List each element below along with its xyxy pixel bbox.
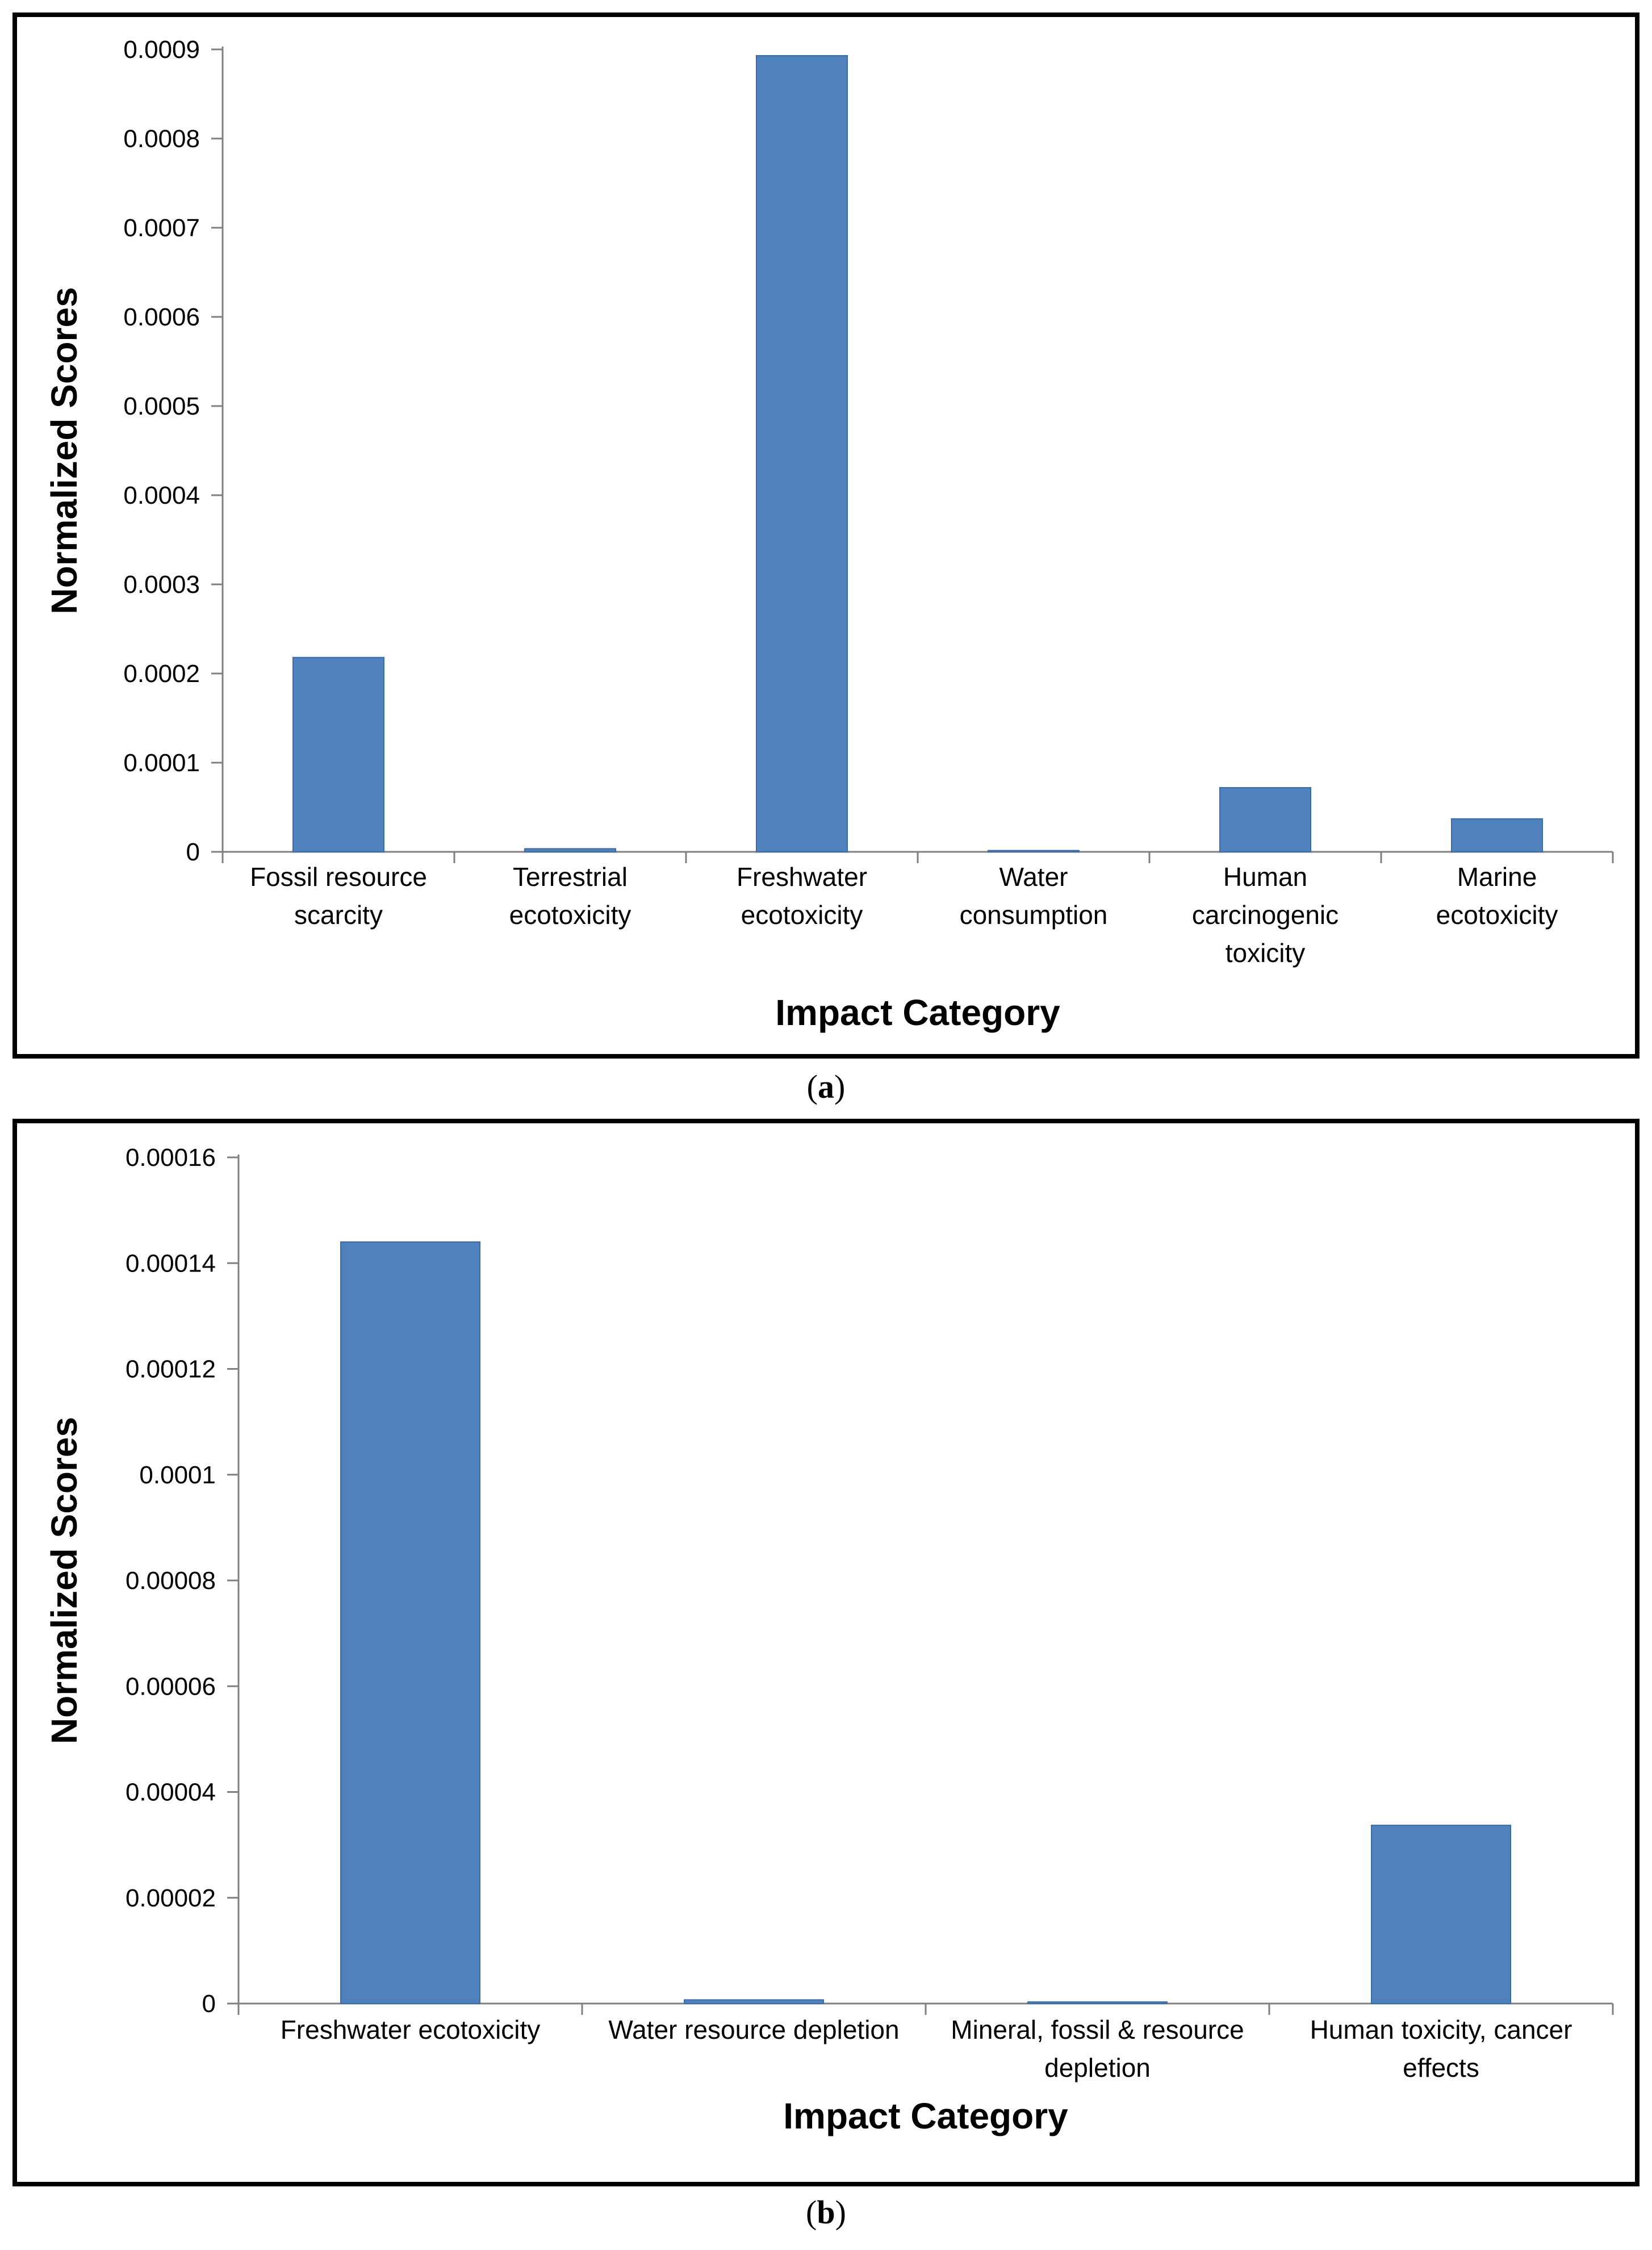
chart-a-category-label: toxicity	[1226, 938, 1306, 968]
chart-b-x-axis-title: Impact Category	[783, 2096, 1068, 2136]
chart-b-bar	[340, 1241, 480, 2004]
chart-panel-b: 0 0.00002 0.00004 0.00006 0.00008 0.0001 0.000…	[12, 1119, 1640, 2186]
chart-a-category-label: Freshwater	[737, 862, 867, 892]
chart-b-category-label: depletion	[1044, 2053, 1151, 2082]
chart-a-category-label: Terrestrial	[513, 862, 628, 892]
chart-b-category-label: Human toxicity, cancer	[1310, 2015, 1572, 2044]
chart-a-y-tick-label: 0.0004	[123, 482, 200, 509]
chart-b-y-tick-label: 0.00002	[126, 1884, 216, 1912]
chart-a-category-label: consumption	[960, 900, 1108, 930]
chart-a-y-tick-label: 0.0002	[123, 660, 200, 688]
chart-a-category-label: carcinogenic	[1192, 900, 1339, 930]
chart-a-bar	[1451, 818, 1543, 853]
chart-a-y-tick-label: 0.0006	[123, 303, 200, 331]
caption-a: (a)	[806, 1068, 846, 1105]
caption-a-label: a	[818, 1068, 834, 1105]
chart-b-category-label: Freshwater ecotoxicity	[281, 2015, 541, 2044]
chart-b-y-tick-label: 0.00014	[126, 1249, 216, 1277]
chart-a-x-axis-title: Impact Category	[775, 992, 1060, 1033]
chart-a-category-label: Water	[999, 862, 1068, 892]
chart-a-category-label: ecotoxicity	[1436, 900, 1558, 930]
chart-a-bar	[524, 848, 616, 853]
chart-b-y-tick-label: 0.0001	[139, 1461, 216, 1489]
chart-a-category-label: ecotoxicity	[741, 900, 863, 930]
chart-a-bar	[988, 850, 1080, 853]
chart-b-y-tick-label: 0.00016	[126, 1144, 216, 1172]
chart-a-category-label: Marine	[1457, 862, 1537, 892]
chart-b-y-tick-label: 0.00012	[126, 1356, 216, 1383]
chart-b-category-label: Water resource depletion	[608, 2015, 899, 2044]
chart-b-bar	[684, 1999, 824, 2004]
chart-a-y-tick-label: 0.0008	[123, 125, 200, 153]
chart-a-bar	[1219, 787, 1311, 852]
chart-b-y-axis-title: Normalized Scores	[44, 1417, 85, 1744]
chart-b-y-tick-label: 0.00004	[126, 1779, 216, 1806]
chart-a-y-tick-label: 0.0009	[123, 36, 200, 64]
chart-a-y-tick-label: 0.0003	[123, 571, 200, 599]
chart-b-bar	[1027, 2001, 1168, 2005]
chart-a-bar	[756, 55, 848, 853]
chart-a-y-axis-title: Normalized Scores	[44, 287, 85, 614]
chart-panel-a: 0 0.0001 0.0002 0.0003 0.0004 0.0005 0.0006 0.0…	[12, 12, 1640, 1059]
caption-b: (b)	[806, 2194, 846, 2231]
chart-b-category-label: Mineral, fossil & resource	[951, 2015, 1244, 2044]
chart-a-category-label: Fossil resource	[250, 862, 427, 892]
chart-a-bar	[292, 656, 384, 852]
chart-b-y-tick-label: 0.00006	[126, 1672, 216, 1700]
chart-a-category-label: scarcity	[294, 900, 383, 930]
chart-b-svg: 0 0.00002 0.00004 0.00006 0.00008 0.0001 0.000…	[44, 1144, 1614, 2136]
caption-b-label: b	[817, 2194, 835, 2231]
chart-a-y-tick-label: 0.0001	[123, 749, 200, 777]
chart-b-category-label: effects	[1403, 2053, 1479, 2082]
chart-a-category-label: ecotoxicity	[509, 900, 631, 930]
chart-a-y-tick-label: 0	[186, 838, 200, 866]
chart-a-svg: 0 0.0001 0.0002 0.0003 0.0004 0.0005 0.0006 0.0…	[44, 36, 1614, 1033]
chart-b-y-tick-label: 0.00008	[126, 1567, 216, 1595]
chart-b-bar	[1371, 1825, 1511, 2004]
chart-a-category-label: Human	[1223, 862, 1307, 892]
chart-a-y-tick-label: 0.0007	[123, 214, 200, 242]
chart-a-y-tick-label: 0.0005	[123, 392, 200, 420]
chart-b-y-tick-label: 0	[202, 1990, 216, 2018]
